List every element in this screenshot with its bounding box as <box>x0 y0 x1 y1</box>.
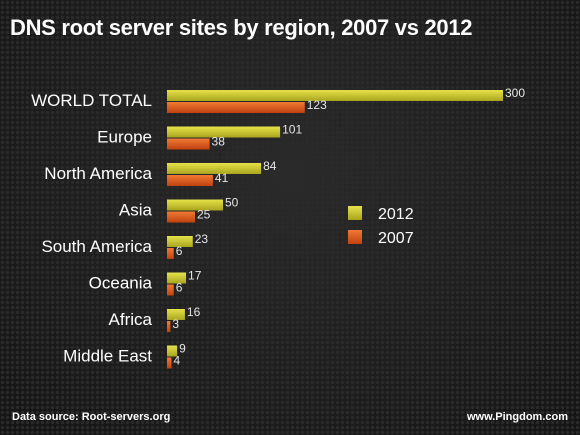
site-credit: www.Pingdom.com <box>466 411 568 423</box>
legend-label-2007: 2007 <box>378 230 414 247</box>
bar-2012-south-america <box>167 236 193 247</box>
bar-2012-oceania <box>167 272 187 284</box>
value-label-2012-world-total: 300 <box>505 86 525 100</box>
value-label-2007-oceania: 6 <box>176 281 183 295</box>
category-label-north-america: North America <box>44 164 152 183</box>
legend-swatch-2007 <box>348 230 362 244</box>
value-label-2012-south-america: 23 <box>195 232 209 246</box>
legend: 2012 2007 <box>348 206 414 247</box>
chart-title: DNS root server sites by region, 2007 vs… <box>10 15 473 40</box>
category-label-world-total: WORLD TOTAL <box>31 91 152 110</box>
legend-swatch-2012 <box>348 206 362 220</box>
value-label-2012-asia: 50 <box>225 196 239 210</box>
category-label-europe: Europe <box>97 128 152 147</box>
bar-2012-europe <box>167 126 281 138</box>
bar-2012-africa <box>167 309 185 320</box>
bar-2012-north-america <box>167 163 262 174</box>
value-label-2012-europe: 101 <box>282 123 302 137</box>
legend-label-2012: 2012 <box>378 206 414 223</box>
category-label-south-america: South America <box>41 237 152 256</box>
bar-2012-world-total <box>167 90 503 101</box>
value-label-2007-europe: 38 <box>212 135 226 149</box>
value-label-2012-oceania: 17 <box>188 269 202 283</box>
bar-2007-asia <box>167 211 195 223</box>
value-label-2007-middle-east: 4 <box>173 354 180 368</box>
bar-2007-africa <box>167 321 171 332</box>
value-label-2007-africa: 3 <box>172 317 179 331</box>
bar-2007-europe <box>167 138 210 150</box>
value-label-2012-africa: 16 <box>187 305 201 319</box>
value-label-2007-asia: 25 <box>197 208 211 222</box>
bar-2012-middle-east <box>167 345 178 357</box>
bar-2007-north-america <box>167 175 213 186</box>
bars-group: WORLD TOTAL 300 123 Europe 101 38 North Americ… <box>31 86 525 369</box>
category-label-africa: Africa <box>109 310 153 329</box>
category-label-oceania: Oceania <box>89 274 153 293</box>
bar-2012-asia <box>167 199 223 211</box>
bar-2007-world-total <box>167 102 305 113</box>
category-label-asia: Asia <box>119 201 153 220</box>
value-label-2007-north-america: 41 <box>215 171 229 185</box>
bar-2007-middle-east <box>167 357 172 369</box>
category-label-middle-east: Middle East <box>63 347 152 366</box>
bar-2007-south-america <box>167 248 174 259</box>
value-label-2012-middle-east: 9 <box>179 342 186 356</box>
value-label-2007-world-total: 123 <box>307 98 327 112</box>
data-source-note: Data source: Root-servers.org <box>12 411 171 423</box>
bar-2007-oceania <box>167 284 174 296</box>
value-label-2007-south-america: 6 <box>176 244 183 258</box>
value-label-2012-north-america: 84 <box>263 159 277 173</box>
